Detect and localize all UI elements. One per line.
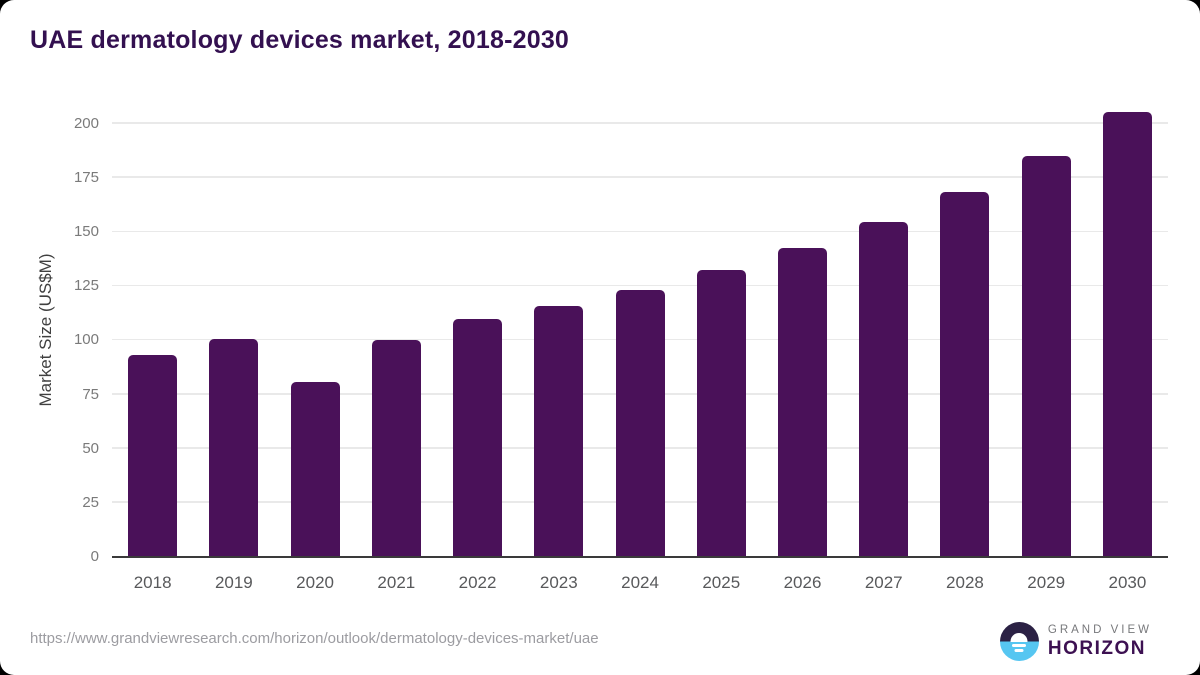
bar-2022 bbox=[453, 319, 503, 557]
bar-2030 bbox=[1102, 111, 1152, 557]
x-tick-label-2029: 2029 bbox=[1027, 573, 1066, 592]
bar-slot-2023 bbox=[518, 102, 599, 557]
y-tick-label-0: 0 bbox=[90, 548, 99, 565]
bar-slot-2024 bbox=[599, 102, 680, 557]
y-tick-label-150: 150 bbox=[73, 223, 99, 240]
bar-2029 bbox=[1021, 155, 1071, 557]
gridline-200 bbox=[112, 122, 1168, 124]
gridline-125 bbox=[112, 284, 1168, 287]
x-axis-line bbox=[112, 556, 1168, 558]
brand-name-bottom: HORIZON bbox=[1047, 637, 1146, 659]
bar-2026 bbox=[777, 247, 827, 557]
x-axis-labels: 2018 2019 2020 2021 2022 2023 2024 2025 2026 2027… bbox=[112, 566, 1168, 593]
bar-slot-2019 bbox=[193, 102, 274, 557]
source-url: https://www.grandviewresearch.com/horizo… bbox=[30, 630, 599, 647]
x-tick-label-2023: 2023 bbox=[539, 573, 578, 592]
x-tick-label-2022: 2022 bbox=[458, 573, 497, 592]
x-tick-label-2025: 2025 bbox=[702, 573, 741, 592]
y-tick-label-50: 50 bbox=[82, 439, 99, 457]
x-tick-label-2020: 2020 bbox=[296, 573, 334, 592]
x-tick-label-2018: 2018 bbox=[133, 573, 172, 592]
bar-2020 bbox=[290, 381, 340, 557]
gridline-175 bbox=[112, 176, 1168, 178]
y-tick-label-125: 125 bbox=[73, 277, 99, 295]
x-tick-label-2019: 2019 bbox=[214, 573, 253, 592]
x-tick-label-2024: 2024 bbox=[621, 573, 659, 592]
bar-slot-2026 bbox=[762, 102, 843, 557]
bar-2025 bbox=[696, 270, 746, 557]
x-tick-label-2026: 2026 bbox=[783, 573, 822, 592]
y-tick-label-25: 25 bbox=[82, 493, 99, 511]
bar-2028 bbox=[940, 192, 990, 557]
y-tick-label-175: 175 bbox=[73, 168, 99, 186]
brand-logo: GRAND VIEW HORIZON bbox=[999, 622, 1152, 661]
y-axis-ticks: 0 25 50 75 100 125 150 175 200 bbox=[0, 102, 112, 565]
y-tick-label-75: 75 bbox=[82, 385, 99, 403]
gridline-150 bbox=[112, 230, 1168, 232]
bar-slot-2021 bbox=[356, 102, 437, 557]
bar-slot-2030 bbox=[1087, 102, 1168, 557]
y-tick-label-200: 200 bbox=[73, 114, 99, 132]
bar-2027 bbox=[859, 222, 909, 557]
bar-2024 bbox=[615, 289, 665, 557]
bar-2023 bbox=[534, 306, 584, 557]
bar-2021 bbox=[371, 339, 421, 557]
y-tick-label-100: 100 bbox=[73, 331, 99, 349]
bar-slot-2025 bbox=[681, 102, 762, 557]
bar-slot-2029 bbox=[1006, 102, 1087, 557]
bar-slot-2020 bbox=[274, 102, 355, 557]
brand-logo-text: GRAND VIEW HORIZON bbox=[1048, 624, 1152, 660]
plot-area bbox=[112, 102, 1168, 558]
x-tick-label-2027: 2027 bbox=[864, 573, 903, 592]
bar-2019 bbox=[209, 338, 259, 557]
x-tick-label-2028: 2028 bbox=[946, 573, 984, 592]
brand-name-top: GRAND VIEW bbox=[1047, 623, 1152, 636]
page-title: UAE dermatology devices market, 2018-203… bbox=[30, 26, 570, 54]
bar-slot-2022 bbox=[437, 102, 518, 557]
x-tick-label-2030: 2030 bbox=[1108, 573, 1147, 592]
horizon-sun-icon bbox=[999, 622, 1039, 661]
bar-2018 bbox=[128, 355, 178, 557]
bar-slot-2018 bbox=[112, 102, 193, 557]
bar-series bbox=[112, 102, 1168, 557]
x-tick-label-2021: 2021 bbox=[377, 573, 416, 592]
bar-slot-2028 bbox=[924, 102, 1005, 557]
bar-slot-2027 bbox=[843, 102, 924, 557]
